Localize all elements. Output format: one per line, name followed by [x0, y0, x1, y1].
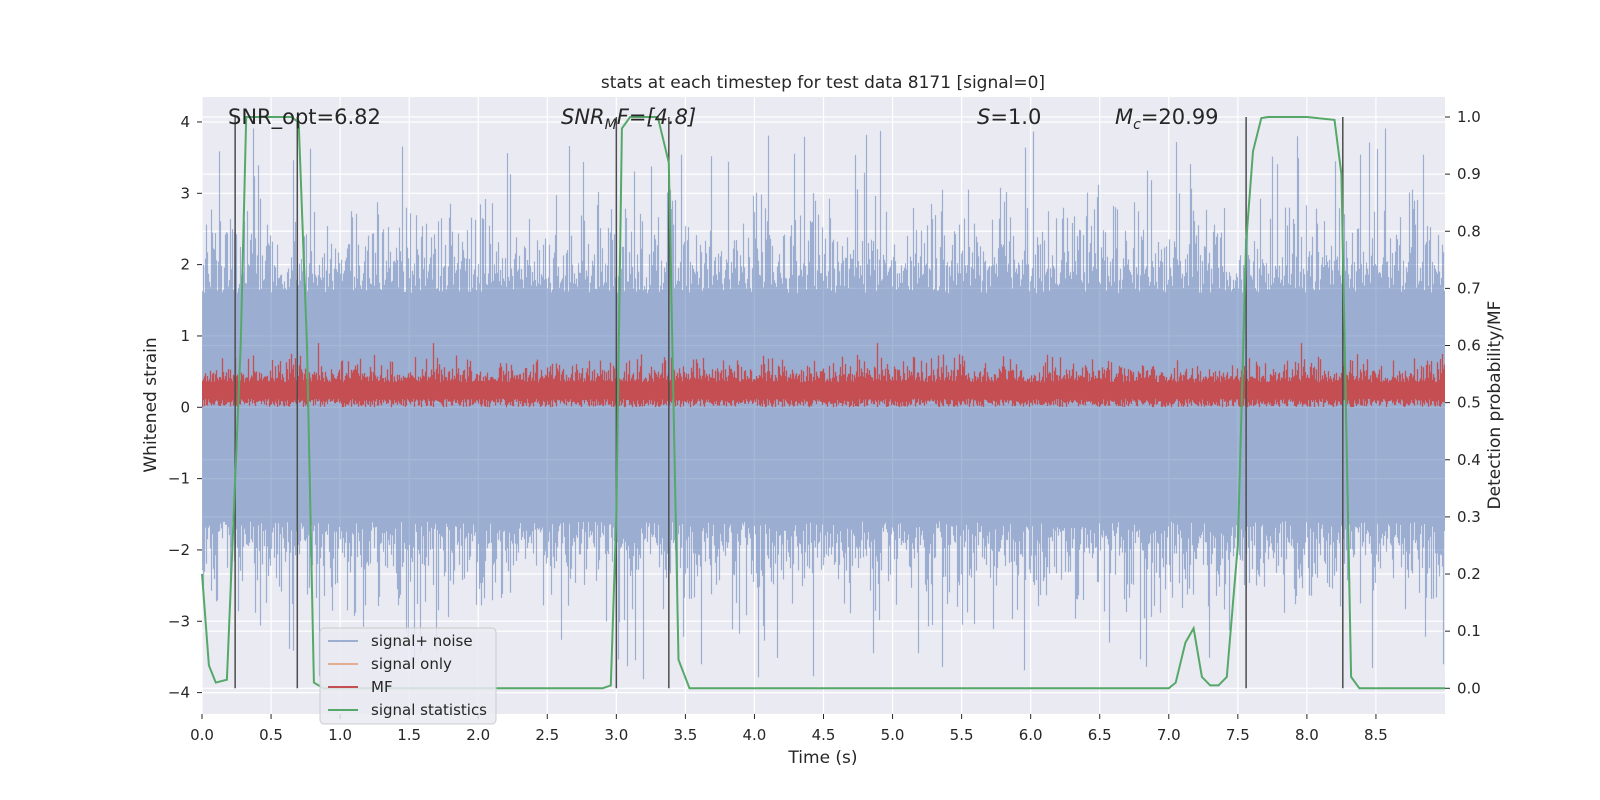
y2-tick-label: 0.6 [1457, 337, 1481, 355]
signal-statistics-line [201, 116, 1445, 690]
y-axis-label: Whitened strain [141, 337, 161, 472]
x-tick-label: 6.5 [1088, 726, 1112, 744]
y2-tick-label: 0.8 [1457, 222, 1481, 240]
y-tick-label: 2 [180, 256, 190, 274]
y2-tick-label: 0.1 [1457, 622, 1481, 640]
x-tick-label: 1.5 [397, 726, 421, 744]
snr-mf-annotation: SNRMF=[4.8] [561, 105, 696, 133]
legend-label-mf: MF [371, 678, 393, 696]
y-tick-label: 1 [180, 327, 190, 345]
x-tick-label: 4.0 [743, 726, 767, 744]
s-base: S [977, 105, 990, 129]
y2-tick-label: 1.0 [1457, 108, 1481, 126]
y-tick-label: 4 [180, 113, 190, 131]
snr-mf-sub: M [605, 117, 617, 133]
x-tick-label: 0.0 [190, 726, 214, 744]
snr-mf-base: SNR [561, 105, 605, 129]
y-tick-label: 0 [180, 398, 190, 416]
x-tick-label: 5.0 [881, 726, 905, 744]
y2-axis-label: Detection probability/MF [1485, 301, 1505, 510]
y2-tick-label: 0.0 [1457, 679, 1481, 697]
x-tick-label: 6.0 [1019, 726, 1043, 744]
s-rest: =1.0 [990, 105, 1041, 129]
y-tick-label: −2 [168, 541, 190, 559]
x-axis-label: Time (s) [787, 748, 857, 768]
x-tick-label: 3.5 [673, 726, 697, 744]
tick-labels: 0.0 0.5 1.0 1.5 2.0 2.5 3.0 3.5 4.0 4.5 5.0 5.5 6.0 6… [168, 108, 1481, 744]
signal-statistics-series [201, 116, 1445, 690]
mc-base: M [1115, 105, 1133, 129]
legend-box [319, 627, 497, 725]
y-tick-label: −3 [168, 612, 190, 630]
x-tick-label: 3.0 [604, 726, 628, 744]
x-tick-label: 1.0 [328, 726, 352, 744]
y-tick-label: 3 [180, 184, 190, 202]
y2-tick-label: 0.7 [1457, 279, 1481, 297]
x-tick-label: 7.0 [1157, 726, 1181, 744]
mc-rest: =20.99 [1141, 105, 1219, 129]
x-tick-label: 4.5 [812, 726, 836, 744]
x-tick-label: 8.0 [1295, 726, 1319, 744]
legend-label-signal-noise: signal+ noise [371, 632, 473, 650]
y2-tick-label: 0.3 [1457, 508, 1481, 526]
x-tick-label: 0.5 [259, 726, 283, 744]
x-tick-label: 8.5 [1364, 726, 1388, 744]
x-tick-label: 7.5 [1226, 726, 1250, 744]
mc-annotation: Mc=20.99 [1115, 105, 1219, 133]
s-annotation: S=1.0 [977, 105, 1041, 129]
x-tick-label: 5.5 [950, 726, 974, 744]
chart-title: stats at each timestep for test data 817… [601, 73, 1045, 93]
legend-label-signal-only: signal only [371, 655, 452, 673]
snr-opt-annotation: SNR_opt=6.82 [228, 105, 381, 130]
legend: signal+ noise signal only MF signal stat… [319, 627, 497, 725]
y2-tick-label: 0.5 [1457, 394, 1481, 412]
x-tick-label: 2.0 [466, 726, 490, 744]
x-tick-label: 2.5 [535, 726, 559, 744]
y2-tick-label: 0.4 [1457, 451, 1481, 469]
snr-mf-rest: F=[4.8] [617, 105, 696, 129]
y-tick-label: −1 [168, 470, 190, 488]
mc-sub: c [1133, 117, 1141, 133]
y-tick-label: −4 [168, 684, 190, 702]
legend-label-signal-statistics: signal statistics [371, 701, 487, 719]
y2-tick-label: 0.9 [1457, 165, 1481, 183]
y2-tick-label: 0.2 [1457, 565, 1481, 583]
